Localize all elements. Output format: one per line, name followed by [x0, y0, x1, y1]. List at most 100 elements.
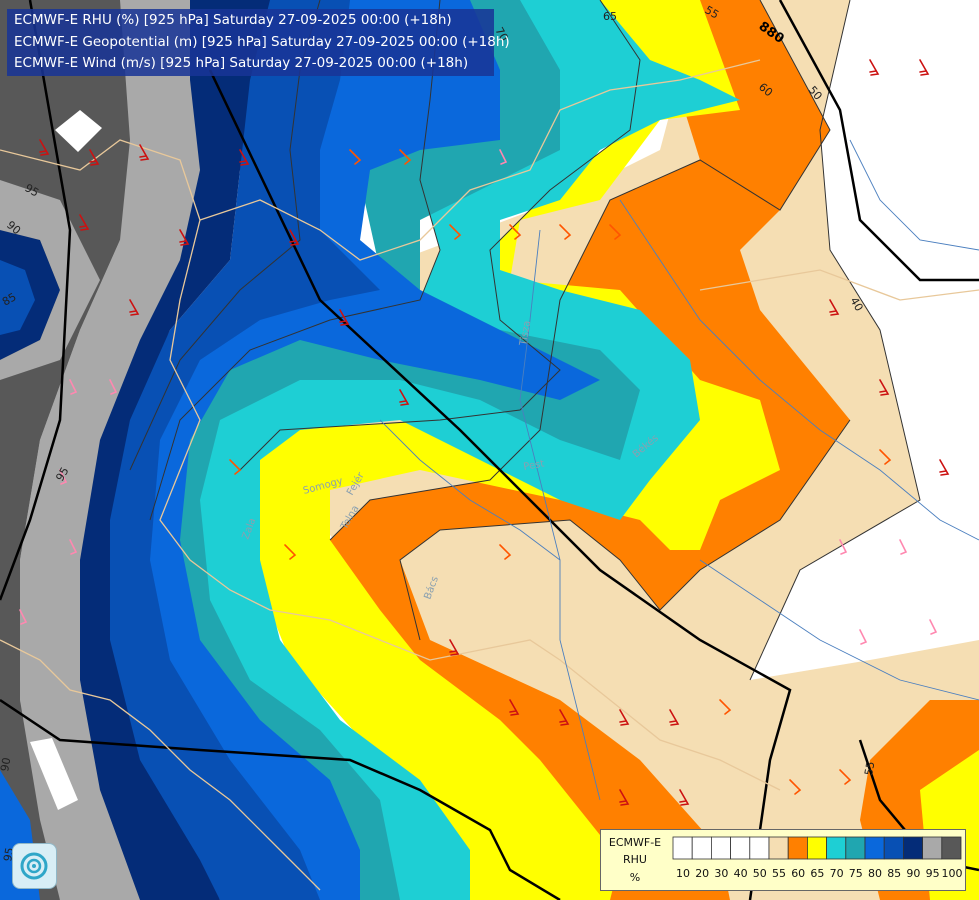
wind-barb — [69, 539, 78, 555]
legend-swatch-55 — [768, 836, 789, 860]
legend-param: RHU — [623, 853, 647, 866]
legend-tick-20: 20 — [695, 867, 710, 880]
wind-barb — [449, 224, 462, 240]
wind-barb — [109, 379, 118, 395]
legend-color-bar — [672, 836, 962, 860]
wind-barb — [839, 769, 852, 785]
place-label: Tisza — [518, 320, 533, 348]
legend-tick-50: 50 — [752, 867, 767, 880]
legend-tick-80: 80 — [868, 867, 882, 880]
rhu-contour-label: 85 — [0, 290, 19, 308]
wind-barb — [79, 214, 90, 231]
wind-barb — [559, 224, 572, 240]
legend-tick-65: 65 — [810, 867, 825, 880]
wind-barb — [509, 224, 522, 240]
place-label: Pest — [523, 458, 546, 472]
rhu-band-85-west-pocket — [0, 260, 35, 335]
legend-swatch-30 — [711, 836, 732, 860]
legend-tick-95: 95 — [925, 867, 940, 880]
wind-barb — [229, 459, 242, 475]
wind-barb — [69, 379, 78, 395]
wind-barb — [509, 699, 520, 716]
legend-unit: % — [629, 871, 641, 884]
wind-barb — [499, 149, 508, 165]
wind-barb — [289, 229, 300, 246]
legend-tick-10: 10 — [676, 867, 690, 880]
wind-barb — [829, 299, 840, 316]
legend-swatch-10 — [672, 836, 693, 860]
region-boundaries — [0, 59, 979, 891]
rivers — [379, 139, 979, 801]
wind-barb — [609, 224, 622, 240]
rhu-contour-label: 65 — [603, 10, 617, 23]
wind-barb — [39, 139, 50, 156]
legend-tick-40: 40 — [733, 867, 748, 880]
wind-barb — [559, 709, 570, 726]
wind-barb — [339, 309, 350, 326]
wind-barb — [719, 699, 732, 715]
wind-barb — [19, 609, 28, 625]
wind-barb — [399, 149, 412, 165]
legend-swatch-85 — [883, 836, 904, 860]
wind-barb — [89, 149, 100, 166]
rhu-contour-label: 70 — [492, 25, 510, 44]
legend-swatch-50 — [749, 836, 770, 860]
legend-swatch-20 — [691, 836, 712, 860]
rhu-contour-label: 55 — [703, 3, 722, 21]
legend-swatch-80 — [864, 836, 885, 860]
legend-model: ECMWF-E — [608, 836, 662, 849]
rhu-band-95 — [20, 0, 200, 900]
legend-tick-85: 85 — [887, 867, 902, 880]
legend-swatch-65 — [806, 836, 827, 860]
wind-barb — [129, 299, 140, 316]
rhu-contour-label: 55 — [862, 760, 877, 776]
legend-tick-30: 30 — [714, 867, 729, 880]
rhu-band-80 — [130, 0, 600, 900]
rhu-contour-label: 95 — [53, 465, 71, 484]
rhu-band-75 — [130, 0, 640, 900]
rhu-band-95-west-pocket — [0, 180, 100, 380]
wind-barb — [859, 629, 868, 645]
wind-barb — [349, 149, 362, 165]
legend-tick-75: 75 — [848, 867, 863, 880]
legend-swatch-40 — [730, 836, 751, 860]
title-geopotential: ECMWF-E Geopotential (m) [925 hPa] Satur… — [14, 34, 510, 50]
legend-tick-90: 90 — [906, 867, 921, 880]
legend-tick-55: 55 — [772, 867, 786, 880]
wind-barb — [139, 144, 150, 161]
rhu-contour-label: 95 — [23, 181, 42, 199]
legend-swatch-75 — [845, 836, 866, 860]
legend-swatch-60 — [787, 836, 808, 860]
wind-barb — [929, 619, 938, 635]
legend-tick-70: 70 — [829, 867, 844, 880]
wind-barb — [399, 389, 410, 406]
rhu-contour-label: 90 — [0, 756, 13, 772]
wind-barb — [619, 709, 630, 726]
wind-barb — [284, 544, 297, 560]
wind-barb — [619, 789, 630, 806]
legend-swatch-100 — [941, 836, 962, 860]
wind-barb — [679, 789, 690, 806]
wind-barb — [939, 459, 950, 476]
rhu-legend: ECMWF-E RHU % 10 20 30 40 50 55 60 65 70 75 80 85 90… — [600, 829, 966, 891]
title-wind: ECMWF-E Wind (m/s) [925 hPa] Saturday 27… — [14, 55, 469, 71]
legend-swatch-70 — [826, 836, 847, 860]
provider-logo — [12, 843, 57, 889]
rhu-band-white-patch-a — [55, 110, 102, 152]
wind-barb — [879, 449, 892, 465]
rhu-band-white-patch-b — [30, 738, 78, 810]
map-title-panel: ECMWF-E RHU (%) [925 hPa] Saturday 27-09… — [7, 9, 510, 76]
wind-barb — [839, 539, 848, 555]
wind-barb — [449, 639, 460, 656]
wind-barb — [899, 539, 908, 555]
wind-barb — [179, 229, 190, 246]
wind-barb — [919, 59, 930, 76]
rhu-band-70 — [150, 0, 740, 900]
wind-barb — [669, 709, 680, 726]
wind-barb — [59, 469, 68, 485]
wind-barb — [789, 779, 802, 795]
title-rhu: ECMWF-E RHU (%) [925 hPa] Saturday 27-09… — [14, 12, 452, 28]
wind-barb — [499, 544, 512, 560]
